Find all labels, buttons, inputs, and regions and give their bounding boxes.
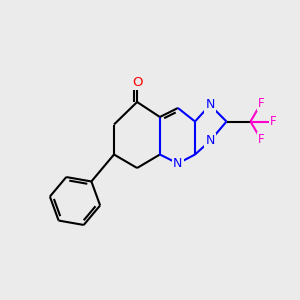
Text: F: F <box>270 115 276 128</box>
Text: N: N <box>205 134 215 148</box>
Text: F: F <box>258 97 264 110</box>
Text: N: N <box>205 98 215 112</box>
Text: O: O <box>132 76 142 89</box>
Text: F: F <box>258 133 264 146</box>
Text: N: N <box>173 157 183 170</box>
